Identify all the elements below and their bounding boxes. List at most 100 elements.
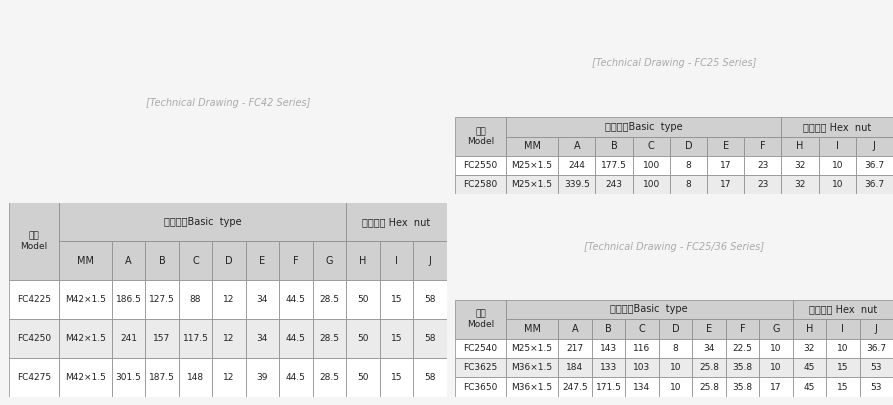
Text: 53: 53: [871, 363, 882, 372]
FancyBboxPatch shape: [313, 241, 346, 280]
FancyBboxPatch shape: [860, 358, 893, 377]
FancyBboxPatch shape: [505, 175, 558, 194]
FancyBboxPatch shape: [9, 202, 59, 280]
Text: 28.5: 28.5: [320, 334, 339, 343]
Text: F: F: [739, 324, 745, 334]
FancyBboxPatch shape: [455, 300, 505, 339]
FancyBboxPatch shape: [9, 319, 59, 358]
FancyBboxPatch shape: [759, 377, 793, 397]
Text: D: D: [672, 324, 680, 334]
FancyBboxPatch shape: [112, 358, 146, 397]
FancyBboxPatch shape: [455, 117, 505, 156]
Text: 36.7: 36.7: [864, 161, 884, 170]
Text: 17: 17: [720, 161, 731, 170]
FancyBboxPatch shape: [380, 280, 413, 319]
Text: 六角螺母 Hex  nut: 六角螺母 Hex nut: [363, 217, 430, 227]
FancyBboxPatch shape: [505, 137, 558, 156]
Text: E: E: [259, 256, 265, 266]
Text: 15: 15: [837, 363, 848, 372]
Text: 10: 10: [770, 344, 781, 353]
FancyBboxPatch shape: [346, 202, 446, 241]
Text: 171.5: 171.5: [596, 383, 622, 392]
FancyBboxPatch shape: [146, 280, 179, 319]
FancyBboxPatch shape: [826, 358, 860, 377]
Text: 17: 17: [770, 383, 781, 392]
FancyBboxPatch shape: [558, 156, 596, 175]
Text: I: I: [395, 256, 397, 266]
FancyBboxPatch shape: [744, 175, 781, 194]
FancyBboxPatch shape: [246, 280, 280, 319]
FancyBboxPatch shape: [596, 137, 632, 156]
Text: 10: 10: [831, 180, 843, 189]
FancyBboxPatch shape: [819, 156, 855, 175]
Text: 基本尺寸Basic  type: 基本尺寸Basic type: [605, 122, 682, 132]
Text: FC4250: FC4250: [17, 334, 51, 343]
Text: 100: 100: [643, 180, 660, 189]
Text: B: B: [159, 256, 165, 266]
Text: 88: 88: [189, 295, 201, 304]
FancyBboxPatch shape: [346, 241, 380, 280]
Text: 241: 241: [120, 334, 137, 343]
Text: I: I: [841, 324, 844, 334]
Text: C: C: [647, 141, 655, 151]
FancyBboxPatch shape: [346, 319, 380, 358]
FancyBboxPatch shape: [726, 319, 759, 339]
Text: M42×1.5: M42×1.5: [65, 295, 106, 304]
FancyBboxPatch shape: [632, 137, 670, 156]
FancyBboxPatch shape: [625, 339, 659, 358]
Text: D: D: [685, 141, 692, 151]
FancyBboxPatch shape: [413, 358, 446, 397]
FancyBboxPatch shape: [707, 175, 744, 194]
FancyBboxPatch shape: [146, 241, 179, 280]
Text: 186.5: 186.5: [115, 295, 141, 304]
Text: F: F: [760, 141, 765, 151]
FancyBboxPatch shape: [246, 319, 280, 358]
Text: 10: 10: [831, 161, 843, 170]
Text: 339.5: 339.5: [563, 180, 589, 189]
FancyBboxPatch shape: [112, 280, 146, 319]
FancyBboxPatch shape: [505, 156, 558, 175]
Text: FC4275: FC4275: [17, 373, 51, 382]
Text: 103: 103: [633, 363, 651, 372]
FancyBboxPatch shape: [9, 280, 59, 319]
FancyBboxPatch shape: [455, 339, 505, 358]
FancyBboxPatch shape: [313, 319, 346, 358]
Text: E: E: [722, 141, 729, 151]
Text: A: A: [573, 141, 580, 151]
Text: FC3625: FC3625: [463, 363, 497, 372]
Text: 187.5: 187.5: [149, 373, 175, 382]
FancyBboxPatch shape: [860, 319, 893, 339]
Text: 143: 143: [600, 344, 617, 353]
FancyBboxPatch shape: [793, 377, 826, 397]
Text: 10: 10: [837, 344, 848, 353]
Text: 25.8: 25.8: [699, 383, 719, 392]
Text: 15: 15: [390, 295, 402, 304]
FancyBboxPatch shape: [744, 137, 781, 156]
Text: 六角螺母 Hex  nut: 六角螺母 Hex nut: [809, 305, 877, 314]
FancyBboxPatch shape: [659, 319, 692, 339]
Text: I: I: [836, 141, 839, 151]
Text: 型号
Model: 型号 Model: [467, 309, 494, 329]
FancyBboxPatch shape: [280, 358, 313, 397]
FancyBboxPatch shape: [592, 377, 625, 397]
Text: 32: 32: [804, 344, 815, 353]
Text: M42×1.5: M42×1.5: [65, 334, 106, 343]
Text: 133: 133: [600, 363, 617, 372]
Text: 10: 10: [670, 383, 681, 392]
Text: 六角螺母 Hex  nut: 六角螺母 Hex nut: [803, 122, 872, 132]
FancyBboxPatch shape: [280, 280, 313, 319]
FancyBboxPatch shape: [558, 175, 596, 194]
Text: J: J: [873, 141, 876, 151]
FancyBboxPatch shape: [213, 280, 246, 319]
FancyBboxPatch shape: [59, 241, 112, 280]
FancyBboxPatch shape: [146, 358, 179, 397]
Text: 243: 243: [605, 180, 622, 189]
FancyBboxPatch shape: [596, 175, 632, 194]
Text: 100: 100: [643, 161, 660, 170]
FancyBboxPatch shape: [670, 175, 707, 194]
Text: 247.5: 247.5: [563, 383, 588, 392]
FancyBboxPatch shape: [659, 358, 692, 377]
Text: 36.7: 36.7: [866, 344, 887, 353]
Text: D: D: [225, 256, 233, 266]
Text: 34: 34: [703, 344, 714, 353]
